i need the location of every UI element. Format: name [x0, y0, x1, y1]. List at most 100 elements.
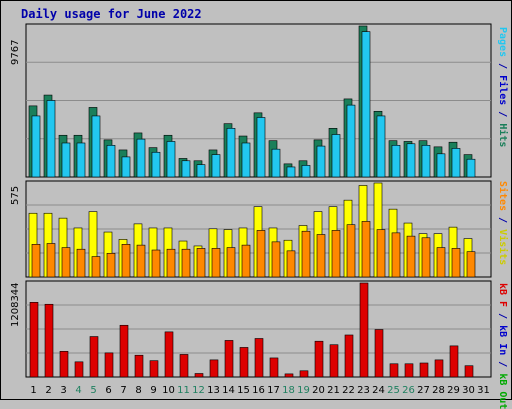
files-bar-18	[286, 166, 296, 178]
kbytes-bar-16	[254, 338, 264, 378]
sites-bar-8	[136, 244, 146, 278]
kbytes-bar-22	[344, 334, 354, 378]
files-bar-26	[406, 143, 416, 178]
day-label-22: 22	[342, 385, 355, 396]
files-bar-7	[121, 156, 131, 178]
hits-ymax-label: 9767	[10, 39, 21, 65]
sites-bar-23	[361, 221, 371, 278]
sites-bar-18	[286, 250, 296, 278]
sites-bar-21	[331, 230, 341, 278]
files-bar-28	[436, 153, 446, 178]
sites-bar-19	[301, 230, 311, 278]
files-bar-5	[91, 115, 101, 178]
bot-legend-part-4: kB Out	[497, 373, 508, 409]
kbytes-bar-7	[119, 324, 129, 378]
kbytes-bar-6	[104, 352, 114, 378]
top-legend-part-3: /	[497, 105, 508, 124]
sites-bar-29	[451, 248, 461, 278]
day-label-3: 3	[60, 385, 66, 396]
kbytes-bar-29	[449, 345, 459, 378]
top-legend-part-2: Files	[497, 75, 508, 106]
kbytes-bar-15	[239, 347, 249, 378]
files-bar-25	[391, 145, 401, 178]
day-label-2: 2	[45, 385, 51, 396]
sites-bar-3	[61, 247, 71, 278]
sites-bar-14	[226, 247, 236, 278]
files-bar-22	[346, 104, 356, 178]
files-bar-30	[466, 158, 476, 178]
day-label-28: 28	[432, 385, 445, 396]
kbytes-bar-13	[209, 359, 219, 378]
sites-bar-13	[211, 248, 221, 278]
files-bar-14	[226, 128, 236, 178]
kbytes-bar-1	[29, 302, 39, 378]
top-legend-part-1: /	[497, 57, 508, 76]
mid-legend-part-2: Visits	[497, 229, 508, 266]
bot-legend-part-2: kB In	[497, 325, 508, 356]
mid-legend-part-0: Sites	[497, 181, 508, 212]
sites-bar-1	[31, 244, 41, 278]
files-bar-4	[76, 142, 86, 178]
files-bar-2	[46, 100, 56, 178]
sites-bar-30	[466, 251, 476, 278]
day-label-23: 23	[357, 385, 370, 396]
day-label-13: 13	[207, 385, 220, 396]
day-label-10: 10	[162, 385, 175, 396]
sites-bar-20	[316, 234, 326, 278]
kbytes-bar-5	[89, 336, 99, 378]
day-label-26: 26	[402, 385, 415, 396]
sites-bar-11	[181, 248, 191, 278]
sites-bar-9	[151, 249, 161, 278]
sites-bar-17	[271, 241, 281, 278]
kbytes-bar-27	[419, 362, 429, 378]
bot-legend-part-3: /	[497, 355, 508, 374]
sites-bar-25	[391, 232, 401, 278]
files-bar-6	[106, 145, 116, 178]
kbytes-bar-9	[149, 360, 159, 378]
files-bar-9	[151, 151, 161, 178]
bot-legend-part-1: /	[497, 307, 508, 326]
kbytes-bar-24	[374, 329, 384, 378]
day-label-16: 16	[252, 385, 265, 396]
sites-bar-28	[436, 247, 446, 278]
day-label-9: 9	[150, 385, 156, 396]
day-label-4: 4	[75, 385, 81, 396]
kbytes-bar-11	[179, 354, 189, 378]
top-legend-part-0: Pages	[497, 27, 508, 58]
kbytes-bar-20	[314, 340, 324, 378]
legend-bot: kB F / kB In / kB Out	[497, 283, 508, 409]
day-label-29: 29	[447, 385, 460, 396]
sites-bar-26	[406, 235, 416, 278]
legend-top: Pages / Files / Hits	[497, 27, 508, 147]
chart-title: Daily usage for June 2022	[21, 7, 202, 21]
kbytes-bar-21	[329, 344, 339, 378]
files-bar-8	[136, 138, 146, 178]
sites-bar-5	[91, 256, 101, 278]
sites-bar-22	[346, 224, 356, 278]
kbytes-bar-28	[434, 359, 444, 378]
legend-mid: Sites / Visits	[497, 181, 508, 265]
day-label-15: 15	[237, 385, 250, 396]
sites-bar-16	[256, 230, 266, 278]
files-bar-13	[211, 154, 221, 178]
files-bar-10	[166, 141, 176, 178]
day-label-14: 14	[222, 385, 235, 396]
usage-charts: 1 2 3 4 5 6 7 8 9 10 11 12 13 14 15 16 17 18 19 20 21 22 23 24 2…	[25, 23, 492, 396]
files-bar-29	[451, 148, 461, 178]
kbytes-bar-10	[164, 331, 174, 378]
sites-bar-12	[196, 248, 206, 278]
day-label-25: 25	[387, 385, 400, 396]
mid-legend-part-1: /	[497, 211, 508, 230]
kbytes-bar-25	[389, 363, 399, 378]
day-label-21: 21	[327, 385, 340, 396]
day-label-11: 11	[177, 385, 190, 396]
day-label-27: 27	[417, 385, 430, 396]
kbytes-bar-4	[74, 361, 84, 378]
kbytes-ymax-label: 1208344	[10, 282, 21, 327]
files-bar-24	[376, 115, 386, 178]
sites-bar-7	[121, 244, 131, 278]
kbytes-bar-3	[59, 351, 69, 378]
day-label-24: 24	[372, 385, 385, 396]
files-bar-23	[361, 31, 371, 178]
